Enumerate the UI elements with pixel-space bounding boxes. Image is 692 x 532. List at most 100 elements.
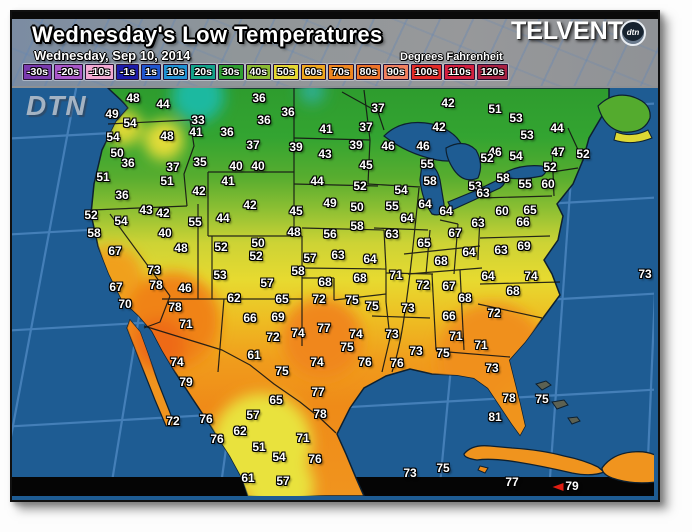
islands: [463, 94, 654, 484]
temp-label: 77: [311, 385, 325, 399]
temp-label: 49: [105, 107, 119, 121]
telvent-brand-text: TELVENT: [510, 17, 623, 45]
temp-label: 60: [541, 177, 555, 191]
temp-label: 49: [323, 196, 337, 210]
temp-label: 48: [174, 241, 188, 255]
temp-label: 54: [123, 116, 137, 130]
temp-label: 73: [401, 301, 415, 315]
temperature-map: DTN 48 44 49 54 33 41 36 54 48 50 36 37 35 51 51 36 40 40…: [12, 88, 654, 496]
temp-label: 50: [350, 200, 364, 214]
temp-label: 44: [216, 211, 230, 225]
temp-label: 43: [318, 147, 332, 161]
temp-label: 74: [349, 327, 363, 341]
telvent-logo: TELVENT dtn: [511, 17, 646, 46]
temp-label: 61: [241, 471, 255, 485]
legend: -30s -20s -10s -1s 1s 10s 20s 30s 40s 50s 60s 70s 80…: [23, 64, 509, 80]
temp-label: 42: [441, 96, 455, 110]
temp-label: 67: [108, 244, 122, 258]
temp-label: 33: [191, 113, 205, 127]
temp-label: 71: [179, 317, 193, 331]
temp-label: 75: [275, 364, 289, 378]
great-lakes: [383, 121, 547, 216]
legend-chip-50s: 50s: [273, 64, 299, 80]
temp-label: 78: [502, 391, 516, 405]
temp-label: 68: [434, 254, 448, 268]
temp-label: 72: [166, 414, 180, 428]
temp-label: 52: [353, 179, 367, 193]
temp-label: 72: [487, 306, 501, 320]
temp-label: 39: [349, 138, 363, 152]
temp-label: 42: [192, 184, 206, 198]
temp-label: 65: [269, 393, 283, 407]
temp-label: 67: [448, 226, 462, 240]
temp-label: 53: [509, 111, 523, 125]
temp-label: 71: [389, 268, 403, 282]
temp-label: 76: [210, 432, 224, 446]
temp-label: 75: [365, 299, 379, 313]
temp-label: 79: [565, 479, 579, 493]
temp-label: 55: [518, 177, 532, 191]
temp-label: 46: [178, 281, 192, 295]
temp-label: 47: [551, 145, 565, 159]
temp-label: 75: [436, 461, 450, 475]
temp-label: 54: [272, 450, 286, 464]
temp-label: 75: [345, 293, 359, 307]
temp-label: 48: [160, 129, 174, 143]
temp-label: 57: [246, 408, 260, 422]
temp-label: 36: [252, 91, 266, 105]
temp-label: 73: [409, 344, 423, 358]
legend-chip-120s: 120s: [476, 64, 509, 80]
temp-label: 68: [506, 284, 520, 298]
legend-chip-80s: 80s: [355, 64, 382, 80]
temp-label: 40: [251, 159, 265, 173]
temp-label: 51: [96, 170, 110, 184]
temp-label: 41: [221, 174, 235, 188]
temp-label: 44: [310, 174, 324, 188]
temp-label: 63: [471, 216, 485, 230]
temp-label: 64: [363, 252, 377, 266]
map-header: Wednesday's Low Temperatures Wednesday, …: [12, 12, 658, 88]
temp-label: 36: [115, 188, 129, 202]
temp-label: 54: [106, 130, 120, 144]
temp-label: 74: [291, 326, 305, 340]
temp-label: 42: [432, 120, 446, 134]
red-arrow-icon: [552, 483, 564, 491]
temp-label: 36: [281, 105, 295, 119]
temp-label: 58: [496, 171, 510, 185]
temp-label: 52: [480, 151, 494, 165]
temp-label: 73: [485, 361, 499, 375]
legend-chip--10s: -10s: [85, 64, 115, 80]
temp-label: 67: [109, 280, 123, 294]
temp-label: 50: [251, 236, 265, 250]
temp-label: 65: [523, 203, 537, 217]
temp-label: 68: [353, 271, 367, 285]
temp-label: 68: [458, 291, 472, 305]
page-title: Wednesday's Low Temperatures: [32, 22, 383, 47]
temp-label: 39: [289, 140, 303, 154]
temp-label: 37: [246, 138, 260, 152]
temp-label: 37: [166, 160, 180, 174]
temp-label: 69: [271, 310, 285, 324]
temp-label: 55: [420, 157, 434, 171]
legend-chip-30s: 30s: [217, 64, 244, 80]
temp-label: 62: [227, 291, 241, 305]
temp-label: 64: [462, 245, 476, 259]
temp-label: 40: [158, 226, 172, 240]
legend-chip-110s: 110s: [444, 64, 475, 80]
temp-label: 44: [156, 97, 170, 111]
top-black-strip: [12, 12, 658, 19]
temp-label: 54: [394, 183, 408, 197]
date-label: Wednesday, Sep 10, 2014: [34, 48, 191, 63]
temp-label: 60: [495, 204, 509, 218]
temp-label: 64: [418, 197, 432, 211]
temp-label: 36: [121, 156, 135, 170]
temp-label: 77: [317, 321, 331, 335]
legend-chip-1s: 1s: [141, 64, 161, 80]
temp-label: 58: [350, 219, 364, 233]
weather-graphic-frame: Wednesday's Low Temperatures Wednesday, …: [10, 10, 660, 502]
temp-label: 77: [505, 475, 519, 489]
temp-label: 75: [436, 346, 450, 360]
temp-label: 57: [276, 474, 290, 488]
temp-label: 63: [385, 227, 399, 241]
temp-label: 43: [139, 203, 153, 217]
